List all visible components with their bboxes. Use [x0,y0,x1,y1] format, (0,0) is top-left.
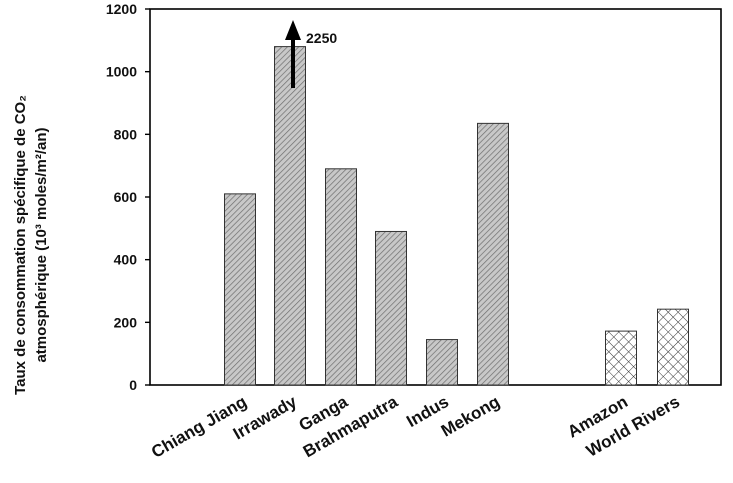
bar-irrawady [274,46,306,386]
category-label-mekong: Mekong [438,392,503,441]
bar-indus [426,339,458,386]
bar-ganga [325,168,357,386]
y-tick-label: 0 [129,377,137,393]
annotation-label: 2250 [306,30,337,46]
y-axis-label-line2: atmosphérique (10³ moles/m²/an) [33,127,50,362]
y-tick-label: 800 [114,126,138,142]
y-axis-label-line1: Taux de consommation spécifique de CO₂ [12,95,29,395]
bar-brahmaputra [375,230,407,386]
annotation-arrow-up-icon [285,20,301,40]
bar-chiang-jiang [224,193,256,386]
y-tick-label: 1000 [106,64,137,80]
bar-mekong [477,122,509,386]
y-axis-label: Taux de consommation spécifique de CO₂ a… [12,95,50,395]
y-tick-label: 400 [114,252,138,268]
y-tick-label: 200 [114,314,138,330]
y-tick-label: 1200 [106,1,137,17]
bar-amazon [605,330,637,386]
y-tick-label: 600 [114,189,138,205]
y-axis-ticks: 0 200 400 600 800 1000 1200 [106,1,150,393]
bar-world-rivers [657,308,689,386]
annotation: 2250 [285,20,337,88]
bars [224,46,689,386]
